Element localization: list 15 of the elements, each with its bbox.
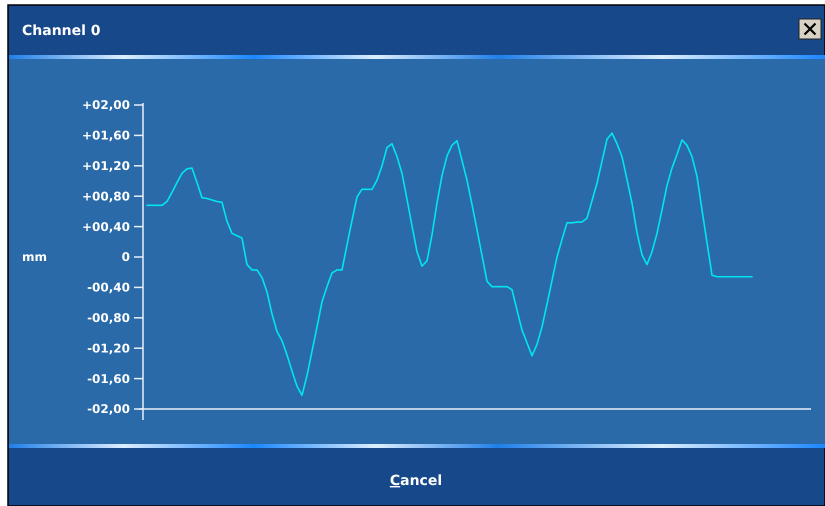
text: Cancel <box>390 473 442 489</box>
y-tick-label: -02,00 <box>87 402 130 416</box>
y-tick-label: +01,60 <box>82 128 130 143</box>
y-tick-label: -01,60 <box>87 372 130 386</box>
y-tick-label: +00,40 <box>82 220 130 234</box>
y-tick-label: -01,20 <box>87 341 130 356</box>
y-tick-label: +00,80 <box>82 189 130 204</box>
line-series <box>146 132 753 396</box>
chart-title: Channel 0 <box>22 23 101 39</box>
y-axis-title: mm <box>22 250 48 264</box>
y-tick-label: 0 <box>122 250 130 264</box>
y-tick-label: -00,80 <box>87 311 130 325</box>
y-tick-label: +01,20 <box>82 159 130 173</box>
y-tick-label: +02,00 <box>82 98 130 112</box>
y-tick-label: -00,40 <box>87 280 130 295</box>
